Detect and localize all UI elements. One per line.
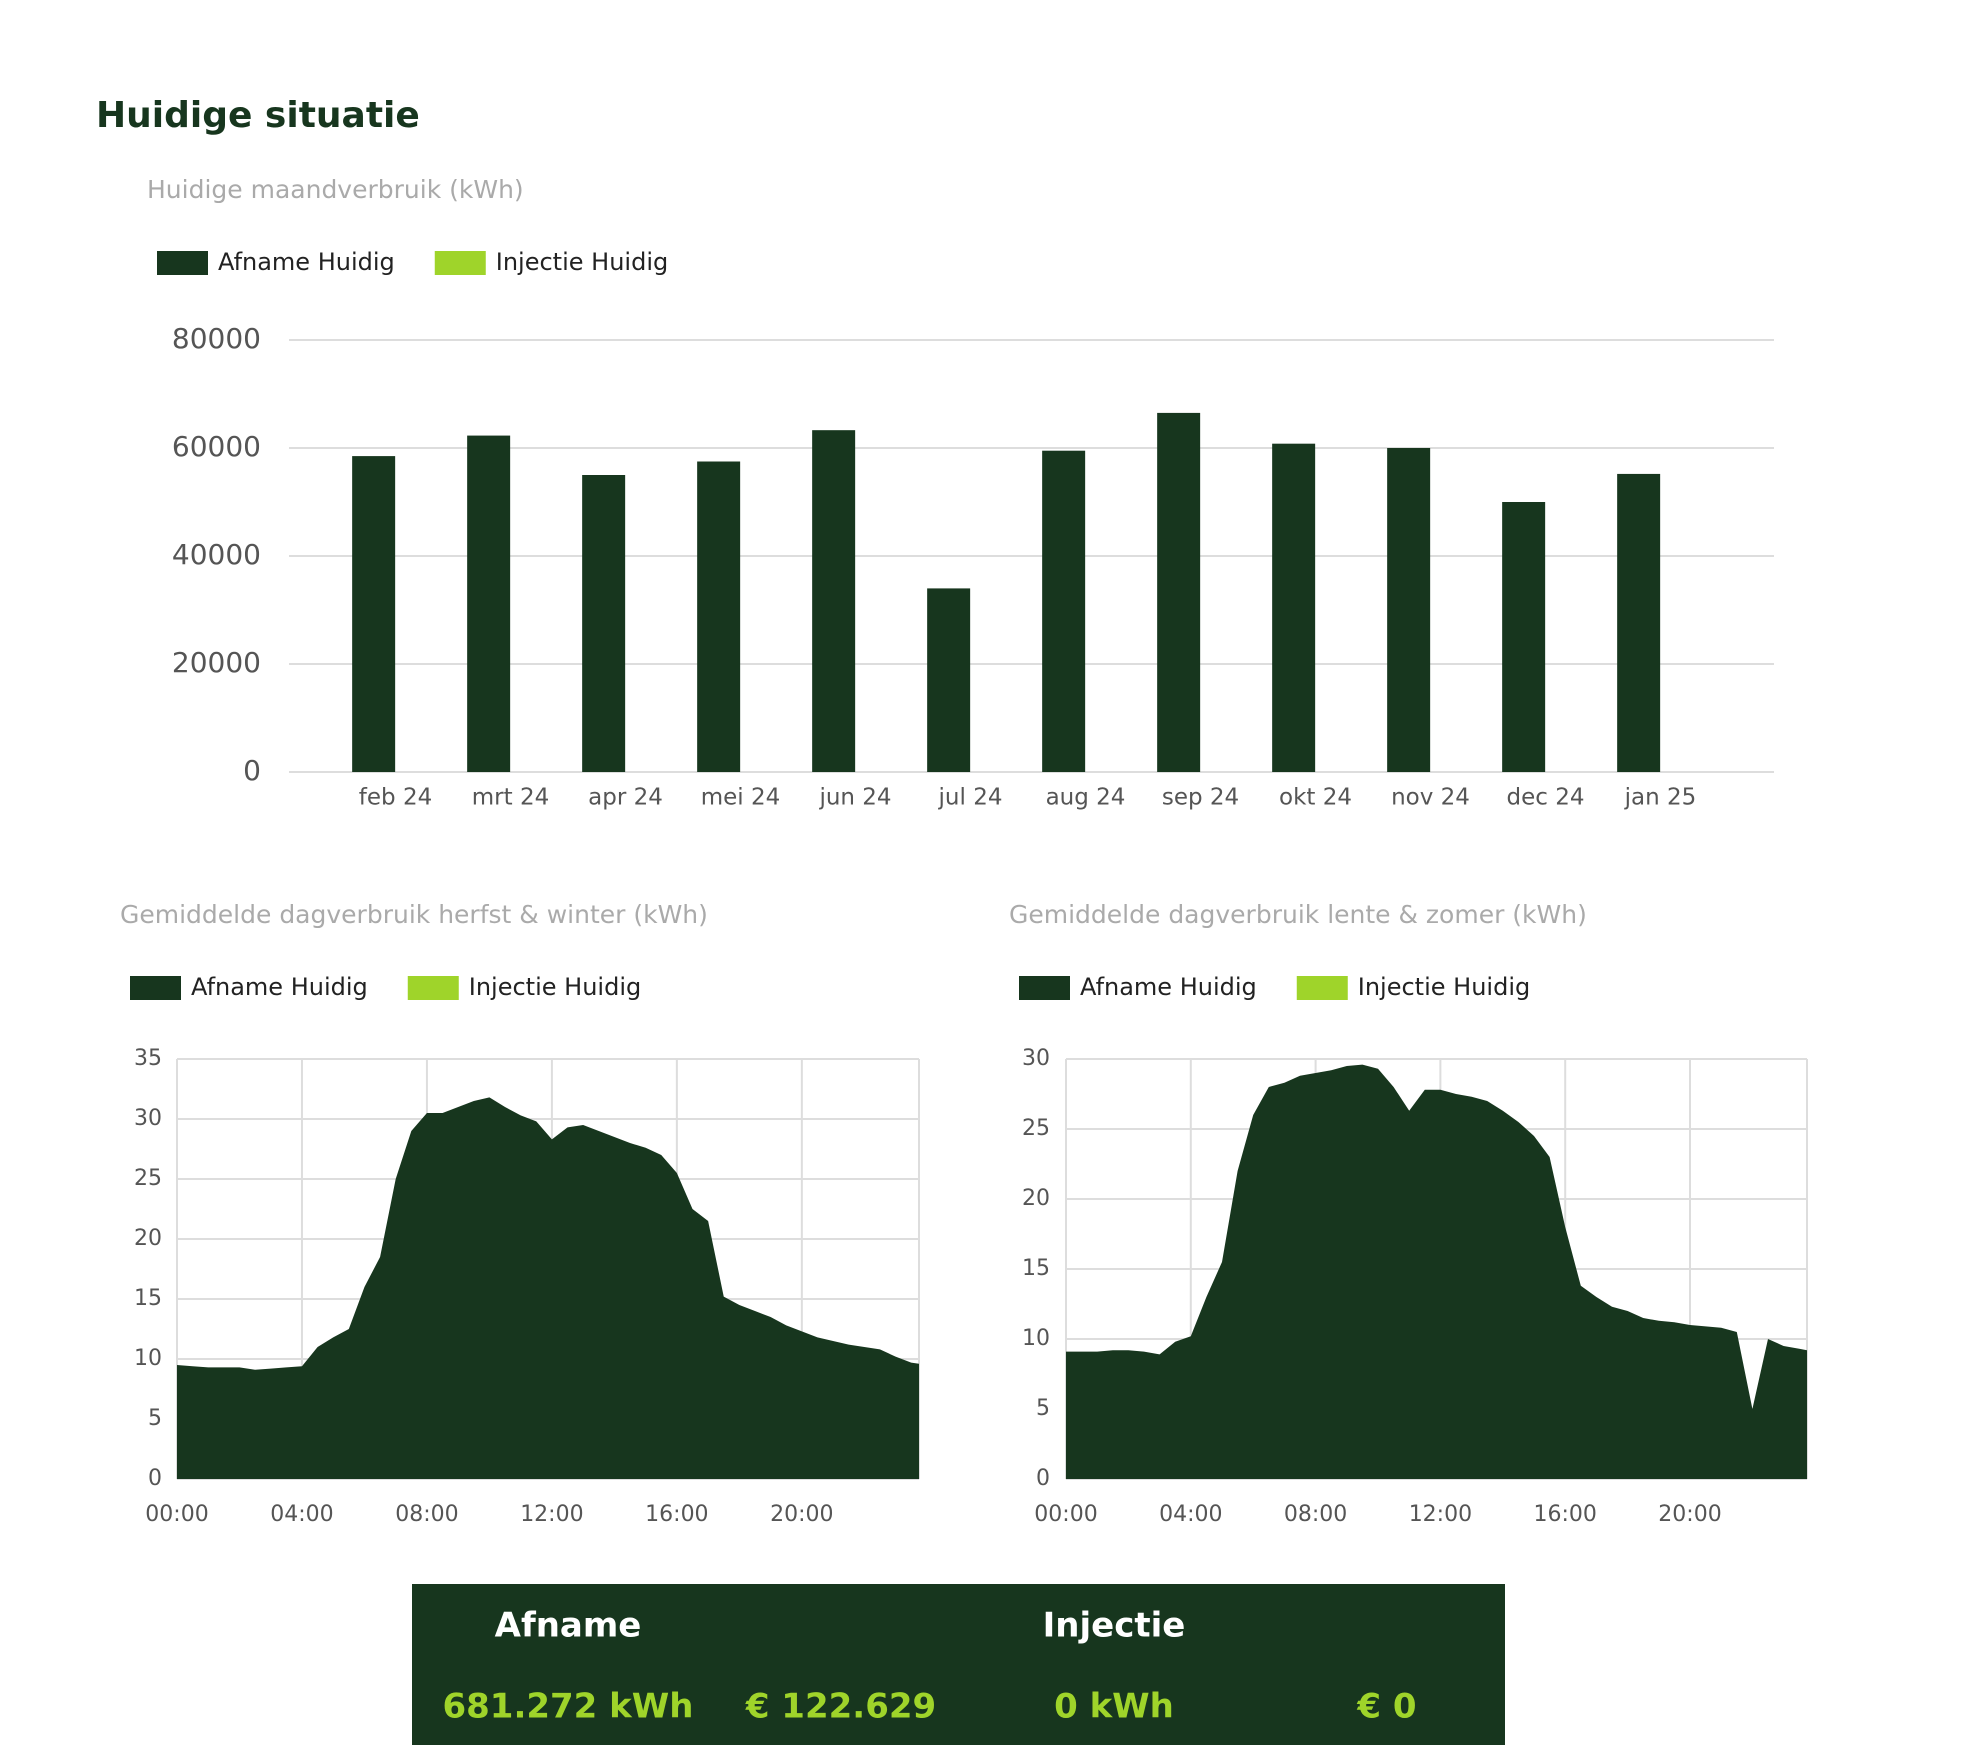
y-tick-label: 10: [134, 1346, 162, 1371]
bar: [812, 430, 856, 772]
bar: [1272, 443, 1316, 772]
bar: [352, 456, 396, 772]
y-tick-label: 0: [148, 1466, 162, 1491]
legend-swatch: [407, 976, 459, 1000]
x-tick-label: 16:00: [645, 1502, 708, 1527]
summary-header: Injectie: [1043, 1606, 1186, 1646]
bar: [1387, 448, 1431, 772]
legend-label: Afname Huidig: [1080, 973, 1257, 1001]
y-tick-label: 30: [134, 1106, 162, 1131]
y-tick-label: 5: [148, 1406, 162, 1431]
y-tick-label: 25: [134, 1166, 162, 1191]
y-tick-label: 60000: [172, 430, 261, 463]
legend-swatch: [1019, 976, 1070, 1000]
bar: [1042, 450, 1086, 772]
chart-title: Gemiddelde dagverbruik herfst & winter (…: [120, 900, 708, 929]
y-tick-label: 20: [134, 1226, 162, 1251]
x-tick-label: 00:00: [1034, 1502, 1097, 1527]
x-tick-label: aug 24: [1046, 785, 1126, 811]
x-tick-label: sep 24: [1162, 785, 1239, 811]
x-tick-label: nov 24: [1391, 785, 1470, 811]
area: [1066, 1064, 1807, 1479]
y-tick-label: 15: [134, 1286, 162, 1311]
summary-value: 0 kWh: [1054, 1687, 1174, 1727]
y-tick-label: 0: [1036, 1466, 1050, 1491]
summary-value: 681.272 kWh: [442, 1687, 693, 1727]
bar: [467, 435, 511, 772]
y-tick-label: 15: [1022, 1256, 1050, 1281]
bar: [582, 475, 626, 772]
x-tick-label: jul 24: [938, 785, 1003, 811]
legend-swatch: [434, 251, 486, 275]
legend-swatch: [130, 976, 181, 1000]
y-tick-label: 25: [1022, 1116, 1050, 1141]
x-tick-label: okt 24: [1279, 785, 1352, 811]
x-tick-label: jun 24: [818, 785, 891, 811]
summary-value: € 122.629: [745, 1687, 936, 1727]
y-tick-label: 35: [134, 1046, 162, 1071]
legend-label: Afname Huidig: [191, 973, 368, 1001]
legend-swatch: [157, 251, 208, 275]
x-tick-label: feb 24: [359, 785, 432, 811]
x-tick-label: mrt 24: [472, 785, 549, 811]
x-tick-label: dec 24: [1507, 785, 1585, 811]
x-tick-label: 08:00: [395, 1502, 458, 1527]
bar: [1157, 412, 1201, 772]
summary-value: € 0: [1356, 1687, 1416, 1727]
summary-header: Afname: [495, 1606, 642, 1646]
area: [177, 1097, 919, 1479]
x-tick-label: mei 24: [701, 785, 781, 811]
y-tick-label: 30: [1022, 1046, 1050, 1071]
bar: [927, 588, 971, 772]
x-tick-label: 16:00: [1533, 1502, 1596, 1527]
y-tick-label: 80000: [172, 322, 261, 355]
legend-label: Injectie Huidig: [1358, 973, 1530, 1001]
y-tick-label: 10: [1022, 1326, 1050, 1351]
bar: [1502, 502, 1546, 772]
legend-label: Injectie Huidig: [469, 973, 641, 1001]
legend-label: Afname Huidig: [218, 248, 395, 276]
y-tick-label: 0: [243, 754, 261, 787]
legend-label: Injectie Huidig: [496, 248, 668, 276]
chart-title: Huidige maandverbruik (kWh): [147, 175, 524, 204]
y-tick-label: 5: [1036, 1396, 1050, 1421]
chart-title: Gemiddelde dagverbruik lente & zomer (kW…: [1009, 900, 1587, 929]
page-title: Huidige situatie: [96, 95, 420, 136]
x-tick-label: 00:00: [145, 1502, 208, 1527]
bar: [697, 461, 741, 772]
legend-swatch: [1296, 976, 1348, 1000]
bar: [1617, 473, 1661, 772]
summary-box: [412, 1584, 1505, 1745]
y-tick-label: 20000: [172, 646, 261, 679]
x-tick-label: 20:00: [770, 1502, 833, 1527]
x-tick-label: 04:00: [270, 1502, 333, 1527]
y-tick-label: 20: [1022, 1186, 1050, 1211]
x-tick-label: 12:00: [520, 1502, 583, 1527]
x-tick-label: jan 25: [1624, 785, 1697, 811]
x-tick-label: 04:00: [1159, 1502, 1222, 1527]
x-tick-label: 12:00: [1409, 1502, 1472, 1527]
x-tick-label: apr 24: [588, 785, 663, 811]
y-tick-label: 40000: [172, 538, 261, 571]
x-tick-label: 20:00: [1658, 1502, 1721, 1527]
x-tick-label: 08:00: [1284, 1502, 1347, 1527]
